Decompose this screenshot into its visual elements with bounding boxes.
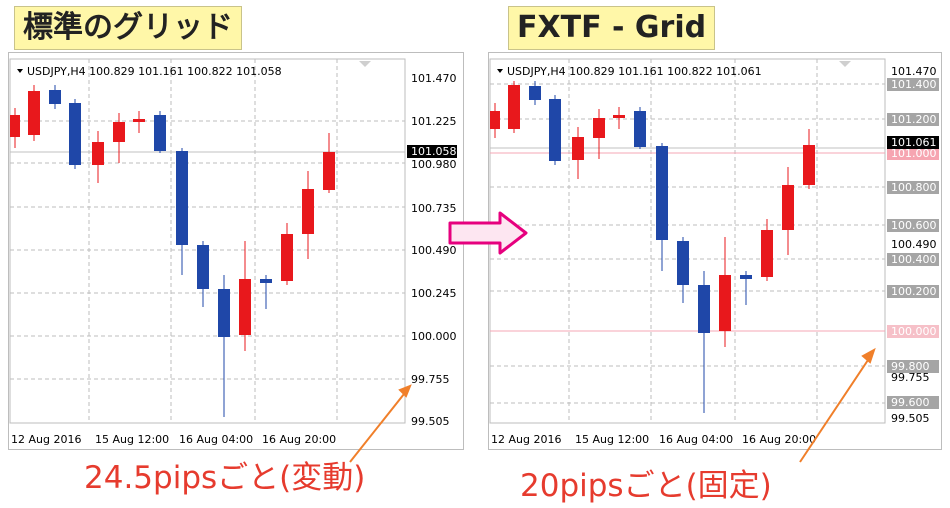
svg-text:100.600: 100.600 bbox=[891, 219, 937, 232]
svg-text:100.490: 100.490 bbox=[411, 244, 457, 257]
time-axis: 12 Aug 2016 15 Aug 12:00 16 Aug 04:00 16… bbox=[11, 433, 336, 446]
svg-text:99.505: 99.505 bbox=[411, 415, 450, 428]
right-caption: 20pipsごと(固定) bbox=[520, 468, 772, 504]
chart-header: USDJPY,H4 100.829 101.161 100.822 101.06… bbox=[507, 65, 762, 78]
svg-text:15 Aug 12:00: 15 Aug 12:00 bbox=[575, 433, 649, 446]
chart-header: USDJPY,H4 100.829 101.161 100.822 101.05… bbox=[27, 65, 282, 78]
dropdown-triangle-icon[interactable] bbox=[497, 69, 503, 73]
scroll-marker-icon bbox=[839, 61, 851, 67]
svg-text:100.000: 100.000 bbox=[891, 325, 937, 338]
svg-text:101.061: 101.061 bbox=[891, 136, 937, 149]
svg-text:100.490: 100.490 bbox=[891, 238, 937, 251]
right-title: FXTF - Grid bbox=[508, 6, 716, 50]
svg-text:12 Aug 2016: 12 Aug 2016 bbox=[11, 433, 81, 446]
time-axis: 12 Aug 2016 15 Aug 12:00 16 Aug 04:00 16… bbox=[491, 433, 816, 446]
dropdown-triangle-icon[interactable] bbox=[17, 69, 23, 73]
svg-text:100.400: 100.400 bbox=[891, 253, 937, 266]
svg-text:100.000: 100.000 bbox=[411, 330, 457, 343]
current-price-badge bbox=[407, 145, 457, 158]
svg-text:99.600: 99.600 bbox=[891, 396, 930, 409]
svg-text:99.755: 99.755 bbox=[891, 371, 930, 384]
svg-text:16 Aug 20:00: 16 Aug 20:00 bbox=[262, 433, 336, 446]
right-chart[interactable]: USDJPY,H4 100.829 101.161 100.822 101.06… bbox=[488, 52, 942, 450]
left-caption: 24.5pipsごと(変動) bbox=[84, 460, 366, 496]
svg-text:99.755: 99.755 bbox=[411, 373, 450, 386]
svg-text:101.000: 101.000 bbox=[891, 147, 937, 160]
left-chart[interactable]: USDJPY,H4 100.829 101.161 100.822 101.05… bbox=[8, 52, 464, 450]
svg-text:99.800: 99.800 bbox=[891, 360, 930, 373]
svg-text:101.470: 101.470 bbox=[891, 65, 937, 78]
price-axis: 101.470 101.400 101.200 101.061 101.000 … bbox=[891, 65, 937, 425]
arrow-right-icon bbox=[448, 211, 528, 255]
svg-text:15 Aug 12:00: 15 Aug 12:00 bbox=[95, 433, 169, 446]
candles bbox=[10, 85, 335, 417]
current-price-label: 101.058 bbox=[411, 145, 457, 158]
svg-text:16 Aug 04:00: 16 Aug 04:00 bbox=[659, 433, 733, 446]
price-axis: 101.470 101.225 100.980 100.735 100.490 … bbox=[411, 72, 457, 428]
candles bbox=[490, 81, 815, 413]
svg-text:100.980: 100.980 bbox=[411, 158, 457, 171]
svg-text:99.505: 99.505 bbox=[891, 412, 930, 425]
svg-text:100.245: 100.245 bbox=[411, 287, 457, 300]
svg-text:100.200: 100.200 bbox=[891, 285, 937, 298]
svg-text:101.200: 101.200 bbox=[891, 113, 937, 126]
svg-text:101.225: 101.225 bbox=[411, 115, 457, 128]
svg-text:16 Aug 20:00: 16 Aug 20:00 bbox=[742, 433, 816, 446]
svg-text:100.735: 100.735 bbox=[411, 202, 457, 215]
svg-text:100.800: 100.800 bbox=[891, 181, 937, 194]
svg-text:101.400: 101.400 bbox=[891, 78, 937, 91]
svg-text:12 Aug 2016: 12 Aug 2016 bbox=[491, 433, 561, 446]
svg-text:16 Aug 04:00: 16 Aug 04:00 bbox=[179, 433, 253, 446]
svg-text:101.470: 101.470 bbox=[411, 72, 457, 85]
scroll-marker-icon bbox=[359, 61, 371, 67]
left-title: 標準のグリッド bbox=[14, 6, 242, 50]
